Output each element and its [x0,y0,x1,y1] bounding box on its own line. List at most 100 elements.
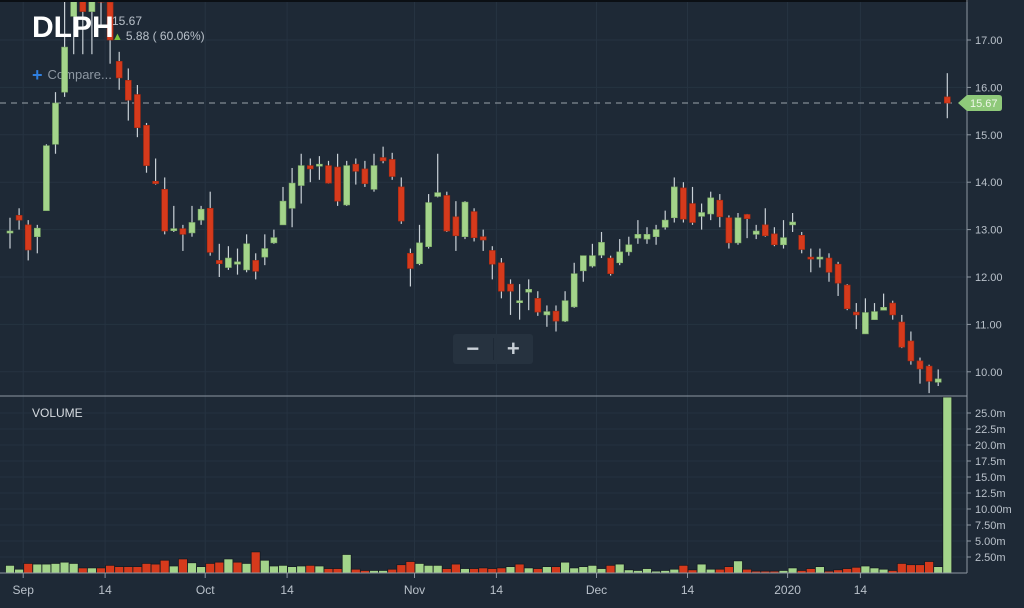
candle-body [707,197,715,215]
candle-body [452,216,460,237]
time-tick-label: 14 [98,583,112,597]
volume-bar [578,566,589,574]
candle-body [934,378,942,383]
volume-bar [496,567,507,574]
candle-body [170,228,178,231]
zoom-out-button[interactable]: − [453,334,493,364]
volume-bar [450,563,461,574]
volume-bar [132,566,143,574]
candle-body [552,310,560,322]
candle-body [889,302,897,316]
candle-body [416,242,423,265]
candle-body [43,145,50,211]
volume-bar [50,563,61,574]
volume-tick-label: 7.50m [975,520,1006,532]
candle-body [843,284,851,310]
candle-body [570,273,578,308]
volume-bar [523,567,534,574]
time-tick-label: Sep [13,583,35,597]
candle-body [125,79,132,101]
volume-bar [278,564,288,574]
volume-bar [150,563,161,574]
volume-bar [714,568,725,574]
candle-body [716,199,724,218]
arrow-up-icon: ▲ [112,31,123,43]
candle-body [780,237,787,246]
candle-body [370,165,378,190]
candle-body [871,311,878,320]
last-price: 15.67 [112,14,143,28]
candle-body [61,46,68,93]
candle-body [179,228,187,235]
candle-body [79,2,87,12]
volume-bar [114,566,125,574]
candle-body [88,2,96,12]
volume-pane-label: VOLUME [32,406,83,420]
candle-body [589,255,596,267]
time-tick-label: 2020 [774,583,801,597]
volume-bar [96,567,106,574]
volume-bar [878,568,889,574]
volume-bar [924,561,934,574]
candle-body [361,168,369,184]
volume-tick-label: 12.5m [975,488,1006,500]
candle-body [543,311,551,316]
volume-bar [669,568,680,574]
volume-tick-label: 22.5m [975,424,1006,436]
candle-body [388,159,396,177]
candle-body [898,321,906,348]
volume-bar [733,560,743,574]
candle-body [316,163,323,167]
zoom-in-button[interactable]: + [494,334,534,364]
candle-body [525,289,533,293]
candle-body [725,217,733,244]
minus-icon: − [466,336,480,361]
volume-bar [842,568,853,574]
candle-body [734,217,742,244]
candle-body [516,300,523,304]
time-tick-label: 14 [280,583,294,597]
last-price-tag-label: 15.67 [970,98,998,110]
zoom-divider [492,338,494,360]
volume-bar [287,566,298,574]
candle-body [625,244,633,253]
volume-bar [460,568,470,574]
time-tick-label: 14 [681,583,695,597]
candle-body [33,227,41,238]
volume-bar [323,568,334,574]
candle-body [680,187,687,220]
candle-body [479,236,487,241]
price-tick-label: 10.00 [975,367,1003,379]
candle-body [880,307,887,311]
volume-bar [405,561,416,574]
volume-bar [68,563,79,574]
candle-body [943,96,951,104]
volume-bar [214,561,225,574]
time-tick-label: Dec [586,583,607,597]
candle-body [252,260,259,272]
volume-bar [605,564,616,574]
volume-bar [551,566,561,574]
volume-bar [596,568,607,574]
volume-bar [296,565,307,574]
candle-body [225,257,232,268]
candle-body [689,203,696,223]
price-change-value: 5.88 ( 60.06%) [125,29,205,43]
candle-body [661,219,669,228]
volume-bar [742,568,752,574]
candle-body [761,224,769,237]
candle-body [352,163,360,172]
volume-bar [5,564,15,574]
volume-bar [196,566,207,574]
candle-body [379,157,387,162]
candle-body [216,260,223,265]
volume-bar [177,558,188,574]
volume-bar [168,565,179,574]
candle-body [15,215,23,221]
candle-body [306,165,314,170]
candle-body [288,182,296,209]
volume-tick-label: 5.00m [975,536,1006,548]
volume-tick-label: 15.0m [975,472,1006,484]
candle-body [925,365,933,382]
